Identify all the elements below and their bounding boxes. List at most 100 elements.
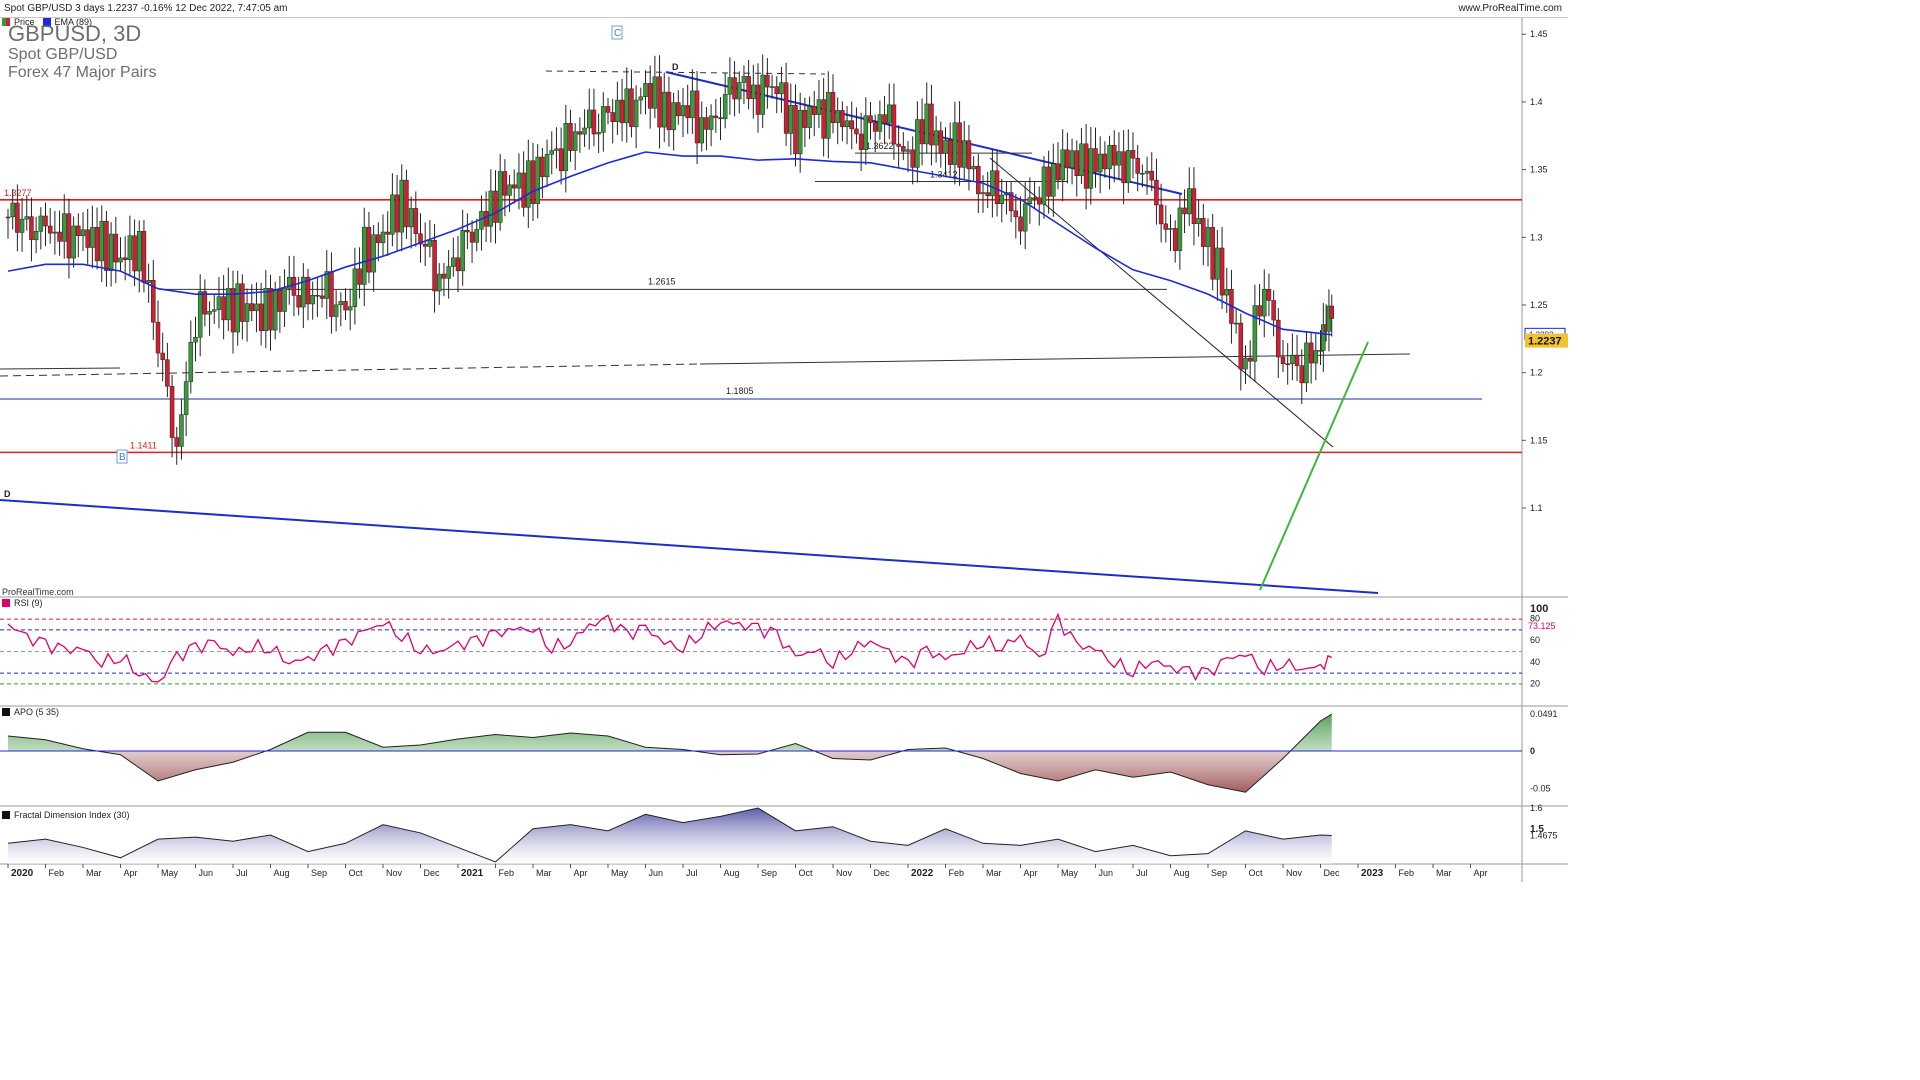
time-axis-label: Mar	[86, 868, 102, 878]
ema-89-line	[7, 151, 1332, 336]
price-candle-up	[516, 172, 522, 189]
price-candle-down	[258, 303, 264, 331]
price-candle-down	[521, 172, 526, 208]
time-axis-label: Apr	[1474, 868, 1488, 878]
price-candle-down	[165, 359, 170, 387]
time-axis-label: Sep	[311, 868, 327, 878]
time-axis-label: Dec	[874, 868, 891, 878]
price-candle-down	[619, 99, 625, 124]
price-candle-down	[1112, 145, 1117, 166]
price-candle-up	[737, 82, 742, 100]
price-candle-down	[1191, 188, 1197, 224]
price-candle-up	[399, 179, 404, 233]
price-legend: Price EMA (89)	[2, 17, 92, 27]
price-candle-down	[957, 122, 962, 168]
price-candle-up	[1107, 145, 1112, 170]
price-candle-up	[563, 123, 569, 172]
price-candle-up	[338, 301, 344, 306]
price-candle-down	[1182, 207, 1187, 215]
price-candle-up	[844, 120, 850, 128]
price-candle-down	[558, 148, 564, 172]
price-candle-up	[624, 88, 629, 124]
price-candle-up	[905, 149, 911, 152]
site-link[interactable]: www.ProRealTime.com	[1458, 3, 1562, 14]
price-candle-down	[1266, 288, 1272, 301]
time-axis-label: Mar	[1436, 868, 1452, 878]
price-candle-down	[812, 106, 817, 115]
price-candle-up	[310, 295, 315, 305]
time-axis-label: Nov	[836, 868, 853, 878]
fdi-axis-label: 1.6	[1530, 803, 1543, 813]
price-swatch-icon	[2, 18, 10, 26]
price-candle-down	[840, 110, 845, 128]
price-candle-up	[1097, 153, 1103, 173]
price-candle-up	[924, 103, 929, 145]
price-candle-down	[1093, 148, 1098, 173]
time-axis-label: May	[161, 868, 179, 878]
neckline-left	[0, 367, 121, 370]
fdi-area	[8, 808, 1332, 864]
price-candle-up	[52, 231, 58, 234]
apo-negative-area	[8, 751, 1332, 793]
price-candle-down	[1032, 197, 1037, 199]
price-candle-up	[488, 190, 494, 227]
price-candle-up	[662, 91, 667, 128]
price-candle-up	[1187, 188, 1192, 215]
time-axis-label: 2021	[461, 868, 484, 879]
price-candle-down	[113, 233, 119, 263]
fdi-legend-label: Fractal Dimension Index (30)	[14, 810, 130, 820]
price-candle-down	[376, 234, 381, 244]
price-candle-up	[549, 150, 554, 155]
price-candle-up	[137, 231, 142, 272]
price-candle-down	[66, 213, 72, 259]
wave-label-b: B	[119, 452, 126, 463]
price-candle-down	[296, 295, 301, 308]
last-price-tag-bg	[1525, 333, 1568, 348]
price-candle-down	[1210, 227, 1215, 280]
price-candle-up	[535, 156, 540, 204]
price-candle-down	[1172, 228, 1178, 251]
price-candle-up	[324, 271, 329, 299]
rsi-axis-label: 20	[1530, 678, 1540, 688]
price-candle-down	[268, 288, 273, 331]
toolbar: Spot GBP/USD 3 days 1.2237 -0.16% 12 Dec…	[0, 0, 1568, 18]
price-candle-down	[718, 117, 723, 120]
price-candle-up	[179, 414, 184, 447]
price-candle-up	[699, 117, 704, 144]
price-candle-down	[291, 276, 297, 296]
time-axis-label: Oct	[349, 868, 364, 878]
price-candle-down	[793, 105, 798, 155]
price-candle-down	[315, 295, 320, 297]
price-candle-down	[1329, 305, 1334, 319]
price-candle-up	[816, 99, 822, 115]
chart-canvas: 1.11.151.21.251.31.351.41.451.32771.1411…	[0, 18, 1568, 882]
price-candle-down	[319, 295, 325, 299]
price-candle-up	[990, 170, 995, 197]
price-candle-down	[568, 123, 573, 151]
price-candle-down	[240, 283, 245, 322]
apo-axis-label: 0.0491	[1530, 709, 1558, 719]
price-candle-up	[235, 283, 240, 333]
price-candle-up	[1069, 150, 1075, 169]
price-candle-down	[1247, 357, 1253, 362]
time-axis-label: Jul	[686, 868, 698, 878]
uptrend-line	[1259, 341, 1369, 591]
price-candle-up	[10, 202, 15, 218]
price-candle-down	[1163, 223, 1169, 230]
price-candle-down	[465, 230, 470, 233]
price-candle-down	[169, 386, 175, 438]
price-candle-down	[329, 271, 334, 317]
price-candle-up	[760, 74, 765, 115]
ema-legend-label: EMA (89)	[54, 17, 93, 27]
time-axis-label: Dec	[424, 868, 441, 878]
apo-line	[7, 713, 1333, 793]
price-candle-down	[966, 140, 972, 170]
price-candle-up	[1088, 148, 1094, 189]
price-candle-down	[732, 77, 737, 100]
apo-swatch-icon	[2, 708, 10, 716]
price-candle-down	[882, 114, 887, 124]
price-candle-down	[849, 120, 854, 130]
price-candle-up	[1126, 150, 1131, 184]
time-axis-label: Apr	[124, 868, 138, 878]
apo-legend-label: APO (5 35)	[14, 707, 60, 717]
